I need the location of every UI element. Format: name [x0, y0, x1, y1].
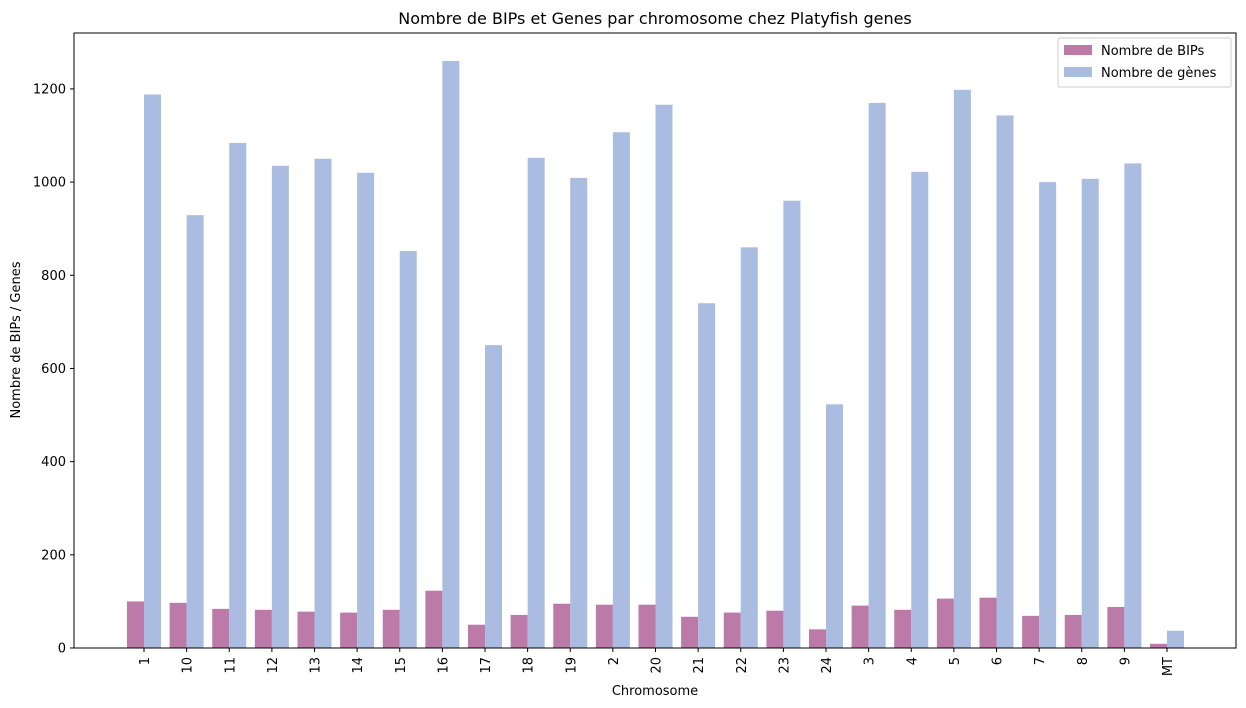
bar-genes-18	[527, 157, 545, 649]
bar-genes-24	[826, 404, 843, 648]
bar-genes-10	[186, 215, 204, 649]
bar-bips-13	[297, 611, 315, 648]
x-tick-label-2: 2	[607, 657, 622, 665]
x-tick-label-22: 22	[735, 657, 750, 674]
bar-bips-3	[851, 605, 869, 648]
bar-genes-6	[996, 115, 1014, 649]
bar-bips-4	[894, 609, 912, 648]
y-tick-label-200: 200	[41, 548, 66, 563]
y-tick-label-400: 400	[41, 455, 66, 470]
x-tick-label-14: 14	[351, 657, 366, 674]
x-tick-label-13: 13	[309, 657, 324, 674]
x-tick-label-24: 24	[820, 657, 835, 674]
x-axis: 1 10 11 12 13 14 15 16 17 18 19 2 20 21 22 23 24 3 4 5 6 7 8 9 M…	[138, 648, 1176, 676]
y-tick-label-800: 800	[41, 269, 66, 284]
bar-genes-13	[314, 158, 332, 649]
x-tick-label-18: 18	[522, 657, 537, 674]
x-tick-label-6: 6	[991, 657, 1006, 665]
x-tick-label-9: 9	[1118, 657, 1133, 665]
bar-genes-9	[1124, 163, 1142, 648]
legend: Nombre de BIPs Nombre de gènes	[1057, 37, 1232, 88]
legend-label-genes: Nombre de gènes	[1101, 66, 1217, 81]
bar-bips-11	[212, 608, 230, 648]
bar-bips-15	[382, 609, 400, 648]
legend-swatch-genes	[1064, 67, 1092, 77]
x-tick-label-11: 11	[223, 657, 238, 674]
bar-bips-17	[468, 624, 485, 648]
bar-bips-10	[169, 602, 187, 648]
bar-genes-7	[1039, 182, 1057, 648]
y-tick-label-1200: 1200	[33, 82, 66, 97]
bar-bips-18	[510, 614, 528, 648]
bar-bips-24	[809, 629, 826, 648]
legend-label-bips: Nombre de BIPs	[1101, 44, 1205, 59]
x-tick-label-21: 21	[692, 657, 707, 674]
x-tick-label-MT: MT	[1161, 657, 1176, 676]
bar-genes-17	[485, 345, 502, 648]
bar-bips-7	[1022, 615, 1040, 648]
bar-genes-12	[271, 165, 289, 648]
x-tick-label-8: 8	[1076, 657, 1091, 665]
y-axis: 0 200 400 600 800 1000 1200	[33, 82, 74, 657]
bar-genes-19	[570, 177, 588, 648]
x-tick-label-3: 3	[863, 657, 878, 665]
bar-genes-14	[357, 172, 375, 648]
x-tick-label-10: 10	[181, 657, 196, 674]
bar-bips-MT	[1150, 643, 1167, 648]
x-tick-label-15: 15	[394, 657, 409, 674]
bar-genes-22	[740, 247, 758, 648]
bar-genes-1	[144, 94, 161, 648]
bar-bips-22	[723, 612, 741, 648]
bar-genes-4	[911, 171, 929, 648]
y-tick-label-600: 600	[41, 362, 66, 377]
plot-frame	[73, 32, 1237, 649]
legend-box	[1057, 37, 1232, 88]
bars-layer	[127, 60, 1184, 649]
bar-genes-8	[1081, 178, 1099, 648]
bar-genes-2	[612, 132, 630, 649]
bar-genes-3	[868, 102, 886, 648]
bar-genes-MT	[1167, 630, 1184, 648]
bar-bips-5	[936, 598, 954, 648]
bar-bips-1	[127, 601, 144, 648]
bar-genes-21	[698, 303, 716, 648]
x-tick-label-19: 19	[564, 657, 579, 674]
bar-bips-20	[638, 604, 656, 648]
bar-genes-5	[953, 89, 971, 649]
legend-swatch-bips	[1064, 45, 1092, 55]
x-tick-label-1: 1	[138, 657, 153, 665]
bar-bips-8	[1064, 614, 1082, 648]
x-tick-label-12: 12	[266, 657, 281, 674]
x-tick-label-16: 16	[436, 657, 451, 674]
bar-genes-23	[783, 200, 801, 649]
bar-genes-11	[229, 142, 247, 648]
y-tick-label-1000: 1000	[33, 176, 66, 191]
bar-bips-14	[340, 612, 358, 648]
bar-bips-21	[681, 616, 699, 648]
bar-bips-23	[766, 610, 784, 648]
y-tick-label-0: 0	[58, 642, 66, 657]
bar-bips-9	[1107, 607, 1125, 648]
chart-title: Nombre de BIPs et Genes par chromosome c…	[398, 9, 912, 28]
y-axis-label: Nombre de BIPs / Genes	[9, 261, 24, 418]
x-tick-label-4: 4	[905, 657, 920, 665]
x-tick-label-20: 20	[650, 657, 665, 674]
bar-bips-19	[553, 603, 571, 648]
x-tick-label-7: 7	[1033, 657, 1048, 665]
bar-bips-12	[254, 609, 272, 648]
bar-genes-16	[442, 60, 460, 648]
bar-bips-16	[425, 590, 443, 648]
bar-bips-6	[979, 597, 997, 648]
bar-bips-2	[595, 604, 613, 648]
x-tick-label-23: 23	[777, 657, 792, 674]
bar-genes-15	[399, 251, 417, 649]
x-tick-label-17: 17	[479, 657, 494, 674]
bar-genes-20	[655, 104, 673, 648]
x-axis-label: Chromosome	[612, 684, 698, 699]
x-tick-label-5: 5	[948, 657, 963, 665]
